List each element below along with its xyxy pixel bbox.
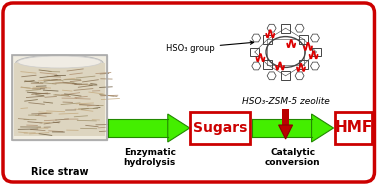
Polygon shape xyxy=(311,114,333,142)
FancyBboxPatch shape xyxy=(282,109,289,125)
Polygon shape xyxy=(279,125,293,139)
FancyBboxPatch shape xyxy=(14,63,105,136)
Text: hydrolysis: hydrolysis xyxy=(124,158,176,167)
Text: HSO₃-ZSM-5 zeolite: HSO₃-ZSM-5 zeolite xyxy=(242,97,330,106)
Ellipse shape xyxy=(16,55,103,71)
FancyBboxPatch shape xyxy=(335,112,372,144)
Text: HSO₃ group: HSO₃ group xyxy=(166,41,254,53)
Text: Rice straw: Rice straw xyxy=(31,167,88,177)
Polygon shape xyxy=(168,114,190,142)
Text: conversion: conversion xyxy=(265,158,321,167)
Text: Sugars: Sugars xyxy=(192,121,247,135)
FancyBboxPatch shape xyxy=(108,119,168,137)
FancyBboxPatch shape xyxy=(252,119,311,137)
Ellipse shape xyxy=(18,56,101,68)
FancyBboxPatch shape xyxy=(3,3,375,182)
FancyBboxPatch shape xyxy=(12,55,107,140)
FancyBboxPatch shape xyxy=(190,112,249,144)
Text: Enzymatic: Enzymatic xyxy=(124,148,176,157)
Text: HMF: HMF xyxy=(335,120,373,135)
Text: Catalytic: Catalytic xyxy=(270,148,315,157)
